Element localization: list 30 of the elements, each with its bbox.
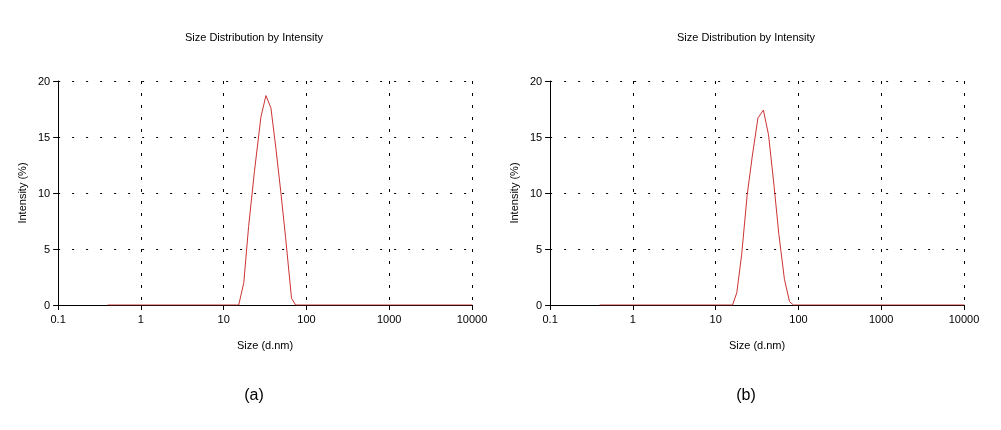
y-tick-label: 20 xyxy=(529,75,543,87)
x-tick-label: 0.1 xyxy=(50,312,66,325)
x-tick-label: 100 xyxy=(297,312,316,325)
y-tick-label: 10 xyxy=(529,187,543,199)
x-tick-label: 1000 xyxy=(376,312,402,325)
y-tick-label: 5 xyxy=(44,243,51,255)
chart-title: Size Distribution by Intensity xyxy=(676,30,816,43)
x-tick-label: 10 xyxy=(217,312,230,325)
x-tick-label: 10000 xyxy=(948,312,980,325)
y-tick-label: 20 xyxy=(37,75,51,87)
x-tick-label: 10 xyxy=(709,312,722,325)
y-tick-label: 15 xyxy=(529,131,543,143)
y-tick-label: 5 xyxy=(536,243,543,255)
x-tick-label: 0.1 xyxy=(542,312,558,325)
x-tick-label: 1 xyxy=(629,312,636,325)
y-axis-title: Intensity (%) xyxy=(507,162,520,224)
text: (b) xyxy=(736,385,756,403)
y-tick-label: 10 xyxy=(37,187,51,199)
x-tick-label: 100 xyxy=(789,312,808,325)
text: (a) xyxy=(244,385,264,403)
chart-title: Size Distribution by Intensity xyxy=(184,30,324,43)
y-axis-title: Intensity (%) xyxy=(15,162,28,224)
x-axis-title: Size (d.nm) xyxy=(728,338,786,351)
x-tick-label: 10000 xyxy=(456,312,488,325)
y-tick-label: 0 xyxy=(536,299,543,311)
x-tick-label: 1000 xyxy=(868,312,894,325)
x-axis-title: Size (d.nm) xyxy=(236,338,294,351)
x-tick-label: 1 xyxy=(137,312,144,325)
y-tick-label: 15 xyxy=(37,131,51,143)
y-tick-label: 0 xyxy=(44,299,51,311)
